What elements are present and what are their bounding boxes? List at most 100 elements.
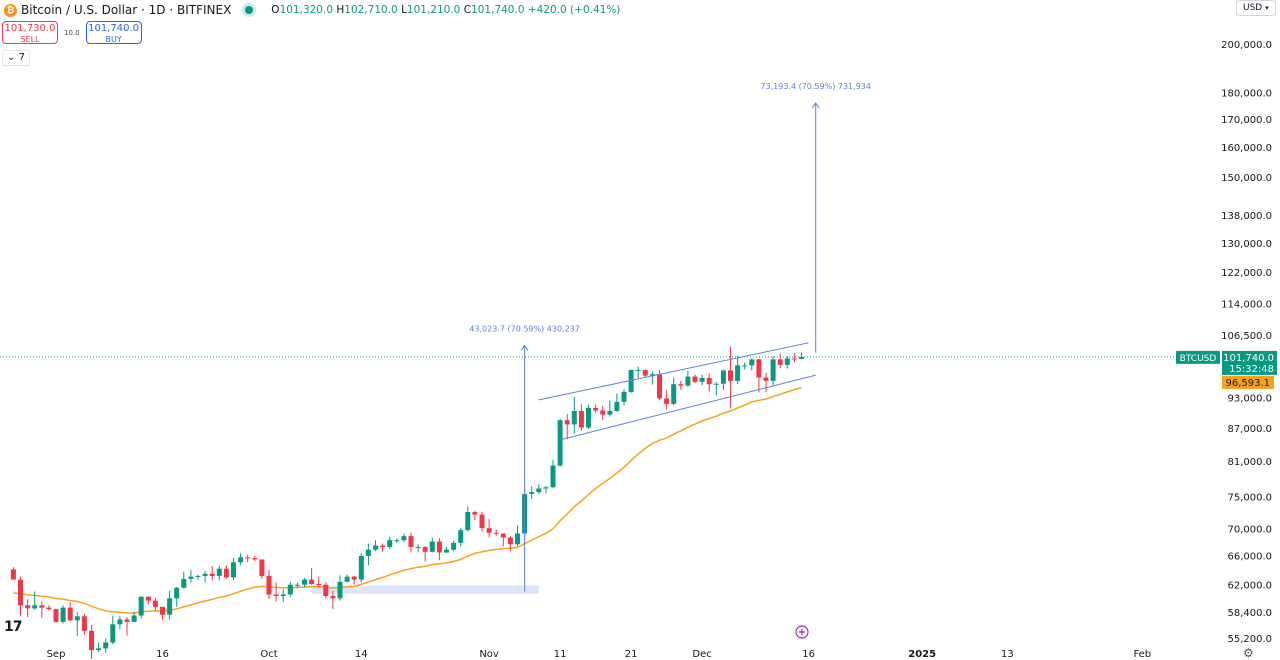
countdown-label: 15:32:48 [1229, 364, 1274, 375]
indicators-toggle-button[interactable]: ⌄ 7 [2, 50, 30, 66]
measure-arrow-1[interactable]: 43,023.7 (70.59%) 430,237 [469, 324, 580, 592]
candle [273, 582, 279, 602]
candle [18, 576, 23, 616]
candle-body [174, 587, 180, 599]
candle-body [614, 401, 620, 411]
chevron-down-icon: ⌄ [7, 52, 16, 63]
candle [621, 389, 627, 406]
time-tick-label: Sep [47, 649, 66, 659]
candle-body [110, 624, 116, 643]
candle-body [429, 541, 435, 552]
candle-body [181, 578, 187, 588]
candle [486, 519, 492, 538]
candle [323, 581, 329, 599]
candle [294, 582, 300, 588]
close-label: C [463, 4, 472, 16]
symbol-tag-label: BTCUSD [1180, 354, 1217, 364]
candle-body [60, 607, 66, 622]
sell-button[interactable]: 101,730.0 SELL [2, 21, 58, 44]
market-open-icon [245, 6, 254, 14]
candle-body [742, 365, 748, 367]
candle-body [571, 410, 577, 425]
candle [138, 596, 144, 619]
candle [777, 353, 783, 369]
candle [479, 512, 485, 532]
time-tick-label: Dec [692, 649, 711, 659]
candle-body [216, 568, 222, 576]
measure-arrow-2[interactable]: 73,193.4 (70.59%) 731,934 [760, 82, 871, 353]
open-value: 101,320.0 [279, 4, 334, 16]
candle-body [657, 374, 662, 399]
candle-body [330, 596, 336, 599]
candle [223, 565, 229, 579]
price-tick-label: 170,000.0 [1221, 115, 1272, 126]
candle-body [188, 576, 194, 579]
candle [699, 374, 705, 386]
candle-body [763, 377, 769, 381]
candle-body [131, 615, 137, 622]
candle [351, 575, 357, 585]
candle [784, 356, 790, 369]
candle [238, 553, 244, 566]
gear-icon[interactable]: ⚙ [1243, 646, 1254, 660]
buy-button[interactable]: 101,740.0 BUY [85, 21, 142, 44]
candle [231, 558, 236, 581]
candle [266, 570, 272, 600]
ema-value-tag [1222, 375, 1274, 389]
candle-body [273, 594, 279, 597]
candle [209, 565, 215, 581]
price-zone-rectangle[interactable] [311, 585, 539, 594]
candle-body [124, 619, 130, 622]
candle-body [32, 605, 38, 609]
symbol-title[interactable]: Bitcoin / U.S. Dollar · 1D · BITFINEX [21, 3, 232, 17]
channel-lower-line[interactable] [559, 374, 816, 441]
candle [39, 601, 45, 618]
candle [81, 613, 87, 635]
candle [145, 596, 151, 605]
candle [124, 617, 130, 636]
candle-body [678, 384, 684, 386]
candle [657, 369, 662, 401]
candle [671, 377, 677, 406]
price-tick-label: 114,000.0 [1221, 299, 1272, 310]
candle-body [529, 492, 535, 494]
price-tick-label: 58,400.0 [1227, 608, 1272, 619]
candle [110, 615, 116, 645]
ohlc-values: O101,320.0 H102,710.0 L101,210.0 C101,74… [271, 4, 620, 16]
currency-button[interactable]: USD ▾ [1236, 0, 1276, 16]
channel-upper-line[interactable] [538, 342, 809, 401]
candle-body [266, 575, 272, 595]
candle [245, 554, 251, 563]
price-tick-label: 130,000.0 [1221, 239, 1272, 250]
candle [387, 536, 393, 550]
candle-body [500, 533, 506, 538]
add-plus-icon[interactable] [795, 625, 809, 639]
candle [53, 608, 59, 623]
tradingview-logo[interactable]: 17 [4, 619, 23, 635]
candle [60, 605, 66, 624]
price-tick-label: 70,000.0 [1227, 524, 1272, 535]
candle-body [713, 383, 719, 385]
candle [436, 538, 442, 561]
candle-body [728, 370, 733, 381]
candle-body [408, 536, 414, 547]
candle [131, 611, 137, 622]
candle-body [536, 488, 542, 493]
candle [500, 533, 506, 547]
candle [593, 404, 599, 413]
candle-body [720, 370, 726, 384]
candle-body [799, 356, 804, 359]
candle [429, 537, 435, 553]
plus-sign [799, 629, 805, 635]
time-tick-label: 11 [554, 649, 567, 659]
candle-body [53, 609, 59, 622]
buy-price: 101,740.0 [88, 23, 140, 34]
time-tick-label: 16 [802, 649, 815, 659]
candle-body [209, 573, 215, 576]
candle-body [74, 616, 80, 621]
candle-body [749, 359, 755, 366]
candle-body [316, 584, 322, 586]
candle [188, 570, 194, 583]
buy-label: BUY [105, 35, 122, 44]
